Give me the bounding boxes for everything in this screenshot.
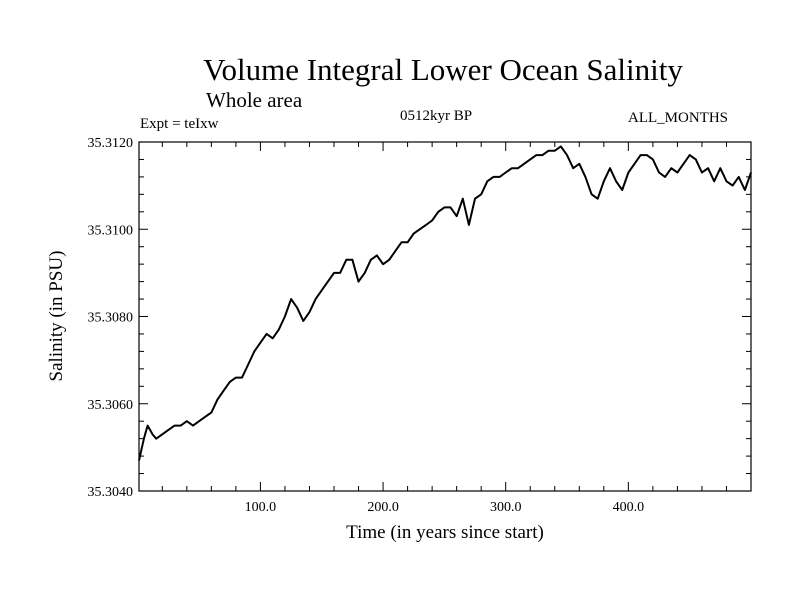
y-tick-label: 35.3040	[88, 485, 134, 500]
x-tick-label: 300.0	[490, 500, 522, 515]
period-label: 0512kyr BP	[400, 108, 473, 124]
y-tick-label: 35.3100	[88, 223, 134, 238]
y-tick-label: 35.3120	[88, 136, 134, 151]
x-tick-label: 100.0	[245, 500, 277, 515]
experiment-label: Expt = teIxw	[140, 116, 219, 132]
y-tick-label: 35.3080	[88, 311, 134, 326]
chart-title: Volume Integral Lower Ocean Salinity	[203, 52, 683, 87]
x-axis-label: Time (in years since start)	[346, 522, 544, 543]
x-tick-label: 400.0	[613, 500, 645, 515]
y-tick-label: 35.3060	[88, 398, 134, 413]
x-tick-label: 200.0	[367, 500, 399, 515]
salinity-series-line	[138, 145, 752, 461]
months-label: ALL_MONTHS	[628, 110, 728, 126]
y-axis-label: Salinity (in PSU)	[46, 251, 67, 382]
plot-frame	[138, 141, 752, 492]
chart-subtitle: Whole area	[206, 88, 303, 112]
